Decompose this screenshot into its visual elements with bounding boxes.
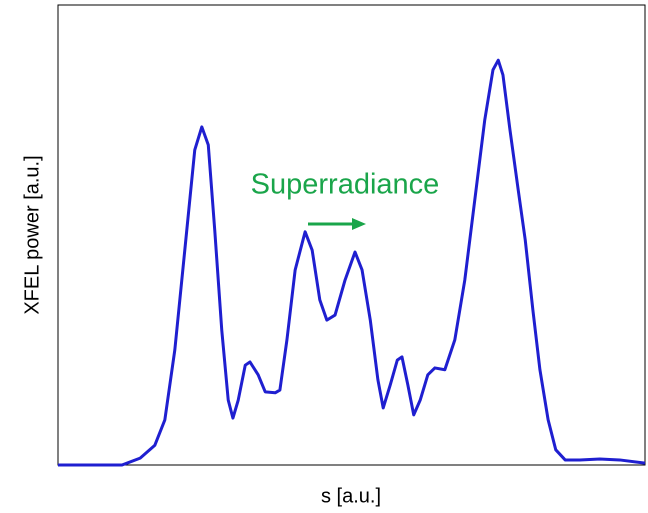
data-line [58,58,646,467]
annotation-arrowhead [352,218,366,230]
y-axis-label: XFEL power [a.u.] [21,155,43,314]
x-axis-label: s [a.u.] [321,485,381,507]
annotation: Superradiance [251,169,440,201]
plot-frame [57,4,646,466]
